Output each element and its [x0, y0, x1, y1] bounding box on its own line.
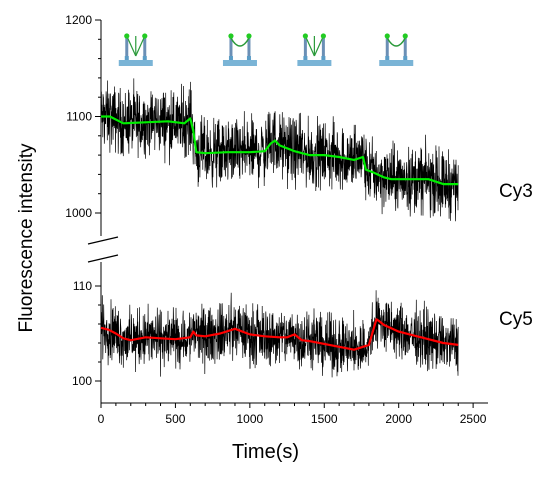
schematic-base — [222, 60, 257, 66]
schematic-bent — [222, 33, 257, 66]
schematic-foot — [321, 56, 326, 60]
schematic-foot — [124, 56, 129, 60]
schematic-base — [118, 60, 153, 66]
schematic-dye — [320, 33, 326, 39]
schematic-foot — [385, 56, 390, 60]
schematic-bent — [379, 33, 414, 66]
schematic-dye — [384, 33, 390, 39]
schematic-foot — [142, 56, 147, 60]
schematic-foot — [303, 56, 308, 60]
schematic-dye — [228, 33, 234, 39]
schematic-foot — [246, 56, 251, 60]
schematic-strand — [126, 35, 137, 57]
schematic-dye — [124, 33, 130, 39]
axis-break-mark-bottom — [87, 254, 119, 263]
fit-line-cy5 — [100, 318, 459, 351]
schematic-dye — [402, 33, 408, 39]
schematic-base — [379, 60, 414, 66]
raw-trace-cy3 — [100, 78, 459, 222]
y-tick-label: 1100 — [66, 110, 92, 124]
schematic-strand — [304, 35, 315, 57]
x-axis-label: Time(s) — [232, 441, 300, 463]
y-tick-label: 110 — [73, 279, 92, 293]
axis-break-mark-top — [87, 236, 119, 245]
x-tick-label: 2000 — [385, 412, 412, 426]
schematic-straight — [297, 33, 332, 66]
fit-line-cy3 — [101, 115, 459, 186]
y-axis-label: Fluorescence intensity — [16, 143, 37, 333]
traces — [100, 78, 459, 378]
schematics — [118, 33, 414, 66]
schematic-strand — [230, 37, 250, 47]
schematic-foot — [403, 56, 408, 60]
axes: 0 500 1000 1500 2000 2500 1000 1100 1200 100 110 — [65, 13, 488, 426]
schematic-strand — [135, 35, 146, 57]
y-tick-label: 1000 — [65, 206, 92, 220]
schematic-foot — [228, 56, 233, 60]
x-tick-label: 500 — [165, 412, 185, 426]
schematic-dye — [246, 33, 252, 39]
schematic-base — [297, 60, 332, 66]
y-axis-label-wrap: Fluorescence intensity — [16, 108, 40, 368]
y-tick-label: 100 — [72, 374, 92, 388]
raw-trace-cy5 — [100, 290, 459, 378]
x-tick-label: 1500 — [311, 412, 338, 426]
y-tick-label: 1200 — [65, 13, 92, 27]
schematic-strand — [313, 35, 324, 57]
x-tick-label: 0 — [98, 412, 105, 426]
schematic-dye — [142, 33, 148, 39]
schematic-straight — [118, 33, 153, 66]
x-tick-label: 1000 — [236, 412, 263, 426]
x-tick-label: 2500 — [460, 412, 487, 426]
schematic-dye — [302, 33, 308, 39]
schematic-strand — [386, 37, 406, 47]
cy3-label: Cy3 — [499, 181, 533, 202]
cy5-label: Cy5 — [499, 309, 533, 330]
